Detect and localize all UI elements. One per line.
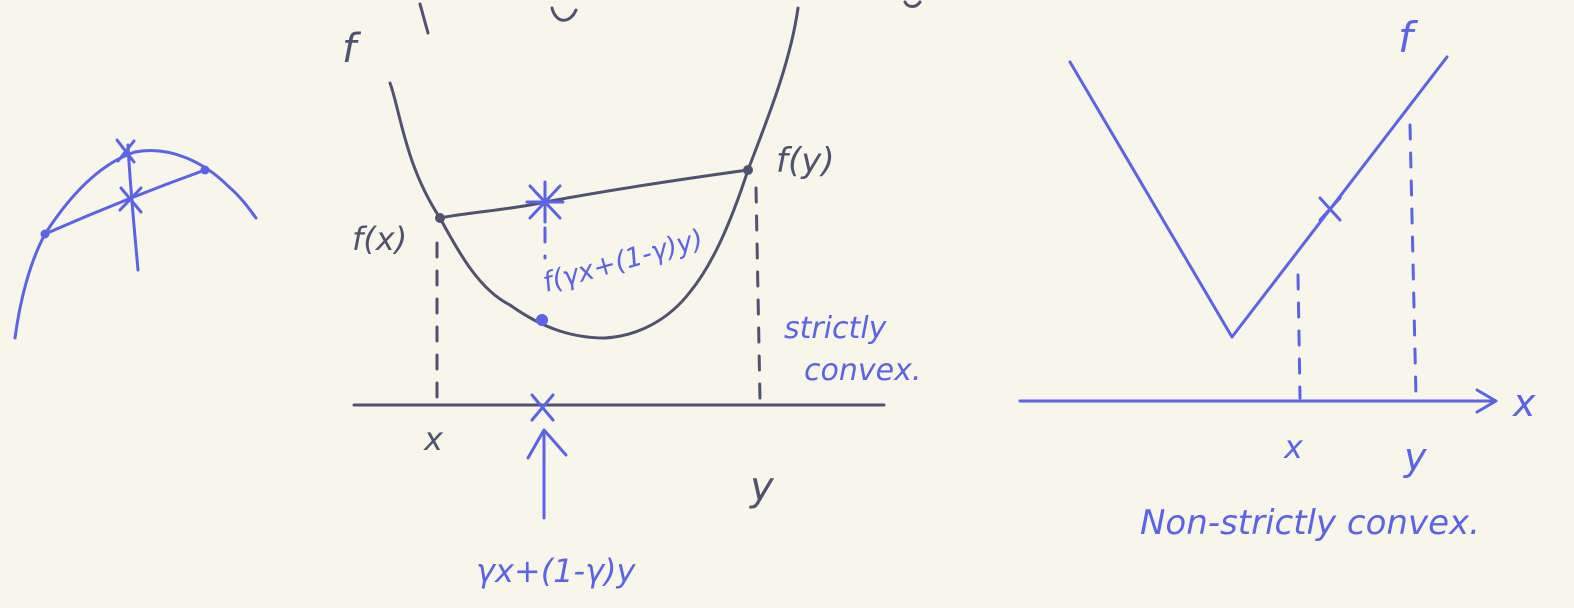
y-tick-label: y	[749, 464, 775, 510]
vertical-stroke	[126, 143, 140, 272]
concave-chord	[43, 168, 207, 236]
right-cross-mark	[1318, 196, 1342, 222]
v-shaped-function	[1068, 55, 1449, 339]
fx-label: f(x)	[352, 220, 407, 258]
x-axis-arrowhead	[1475, 388, 1498, 414]
fx-point	[435, 213, 445, 223]
f-combination-label: f(γx+(1-γ)y)	[539, 223, 706, 298]
chord-star-mark	[525, 180, 565, 224]
y-dashed-guide	[754, 186, 762, 402]
x-axis-label-right: x	[1512, 381, 1536, 425]
concave-curve	[13, 149, 258, 340]
y-tick-label-right: y	[1403, 435, 1427, 479]
non-strictly-caption: Non-strictly convex.	[1140, 503, 1480, 543]
chord-end-point-left	[40, 229, 50, 239]
combo-arrow	[526, 428, 568, 520]
fy-label: f(y)	[776, 141, 835, 181]
x-tick-label-right: x	[1283, 428, 1304, 466]
combination-label: γx+(1-γ)y	[476, 552, 637, 590]
curve-point-at-combination	[536, 314, 548, 326]
fy-point	[743, 165, 753, 175]
non-strictly-convex-figure: f x x y Non-strictly convex.	[1018, 13, 1536, 543]
chord-line	[438, 168, 750, 220]
left-concave-sketch	[13, 138, 258, 340]
y-dashed-guide-right	[1408, 123, 1418, 400]
f-label: f	[342, 26, 362, 72]
cross-mark-top	[115, 138, 136, 164]
chord-end-point-right	[200, 165, 210, 175]
combo-axis-cross	[530, 393, 555, 422]
top-scribbles	[418, 0, 922, 35]
strictly-label: strictly	[784, 311, 888, 346]
x-tick-label: x	[423, 420, 444, 458]
convex-label: convex.	[804, 353, 921, 388]
cross-mark-mid	[118, 186, 143, 214]
strictly-convex-figure: f f(x) f(y) f(γx+(1-γ)y) x y γx+(1-γ)y s…	[342, 0, 922, 590]
f-label-right: f	[1398, 13, 1419, 62]
x-dashed-guide-right	[1296, 273, 1302, 400]
